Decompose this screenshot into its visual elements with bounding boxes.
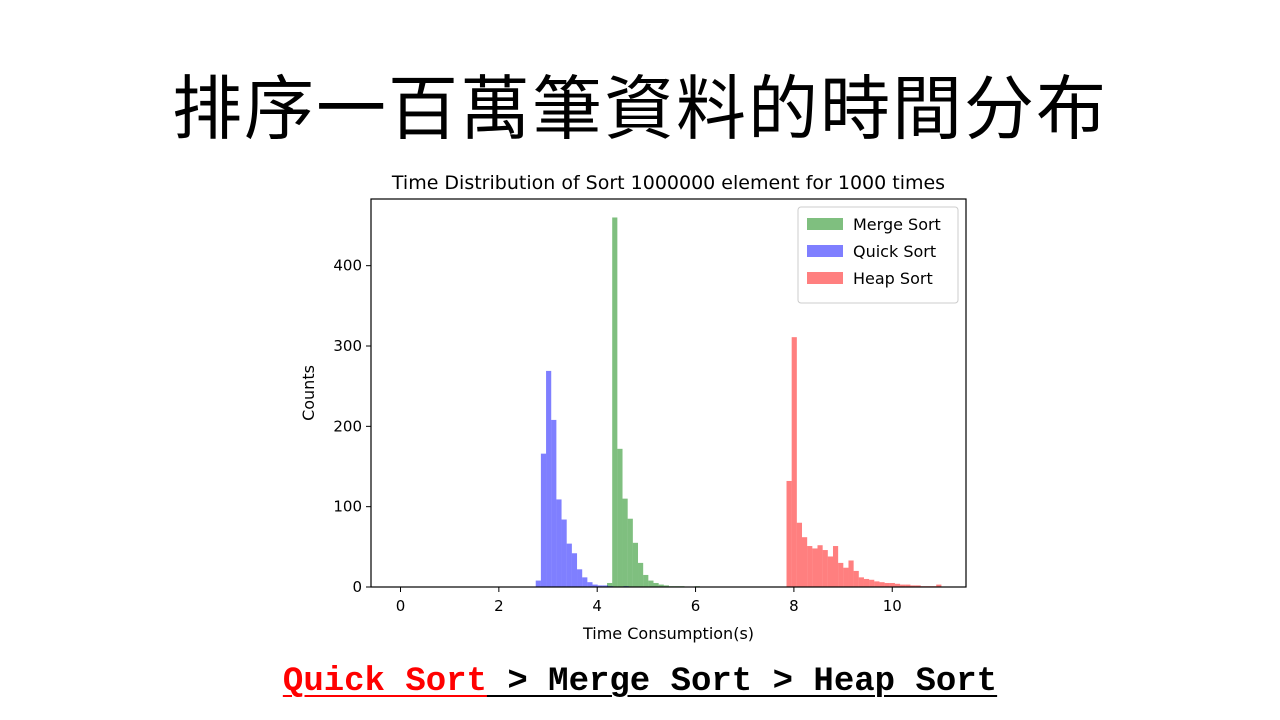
bar-heap-sort xyxy=(905,584,911,587)
bar-heap-sort xyxy=(936,584,942,587)
bar-merge-sort xyxy=(658,584,664,587)
bar-quick-sort xyxy=(602,585,609,587)
bar-quick-sort xyxy=(571,553,578,587)
bar-quick-sort xyxy=(592,584,598,587)
x-tick-label: 0 xyxy=(396,597,406,615)
bar-heap-sort xyxy=(910,585,916,587)
legend-label: Merge Sort xyxy=(853,215,941,234)
y-tick-label: 100 xyxy=(333,498,362,516)
bar-heap-sort xyxy=(802,537,808,587)
y-axis-label: Counts xyxy=(299,365,318,421)
y-tick-label: 300 xyxy=(333,337,362,355)
bar-heap-sort xyxy=(894,583,901,587)
bar-quick-sort xyxy=(561,519,567,587)
x-tick-label: 8 xyxy=(789,597,799,615)
bar-heap-sort xyxy=(853,570,859,587)
bar-heap-sort xyxy=(863,578,870,587)
ranking-line: Quick Sort > Merge Sort > Heap Sort xyxy=(283,663,997,701)
x-tick-label: 2 xyxy=(494,597,504,615)
bar-heap-sort xyxy=(807,546,813,587)
bar-quick-sort xyxy=(556,499,562,587)
x-tick-label: 10 xyxy=(883,597,902,615)
bar-heap-sort xyxy=(879,582,885,587)
bar-heap-sort xyxy=(832,546,839,587)
bar-heap-sort xyxy=(791,337,797,587)
bar-quick-sort xyxy=(566,543,572,587)
bar-quick-sort xyxy=(582,577,588,587)
x-axis-label: Time Consumption(s) xyxy=(582,624,754,643)
bar-quick-sort xyxy=(546,370,552,587)
x-tick-label: 6 xyxy=(691,597,701,615)
bar-heap-sort xyxy=(884,582,890,587)
bar-heap-sort xyxy=(827,556,833,587)
bar-heap-sort xyxy=(796,522,803,587)
y-tick-label: 400 xyxy=(333,257,362,275)
legend-swatch xyxy=(807,218,843,230)
bar-heap-sort xyxy=(915,585,921,587)
bar-heap-sort xyxy=(812,548,818,587)
bar-heap-sort xyxy=(817,545,823,587)
slide-title: 排序一百萬筆資料的時間分布 xyxy=(172,68,1108,150)
bar-quick-sort xyxy=(597,585,603,587)
bar-heap-sort xyxy=(858,577,864,587)
bar-merge-sort xyxy=(607,582,613,587)
chart-title: Time Distribution of Sort 1000000 elemen… xyxy=(391,172,945,194)
bar-heap-sort xyxy=(874,581,880,587)
y-tick-label: 0 xyxy=(352,578,362,596)
legend-swatch xyxy=(807,272,843,284)
ranking-fastest: Quick Sort xyxy=(282,663,487,701)
bar-heap-sort xyxy=(889,582,895,587)
bar-heap-sort xyxy=(848,560,854,587)
histogram-chart: Time Distribution of Sort 1000000 elemen… xyxy=(299,172,967,643)
bar-heap-sort xyxy=(843,567,849,587)
legend-label: Quick Sort xyxy=(853,242,936,261)
x-tick-label: 4 xyxy=(592,597,602,615)
bar-merge-sort xyxy=(653,582,659,587)
bar-heap-sort xyxy=(900,584,906,587)
bar-heap-sort xyxy=(822,550,828,587)
bar-quick-sort xyxy=(535,580,541,587)
ranking-rest: > Merge Sort > Heap Sort xyxy=(486,663,998,701)
legend-label: Heap Sort xyxy=(853,269,933,288)
legend-swatch xyxy=(807,245,843,257)
bar-merge-sort xyxy=(617,448,623,587)
bar-merge-sort xyxy=(612,217,618,587)
bar-quick-sort xyxy=(551,419,557,587)
bar-heap-sort xyxy=(838,562,844,587)
bar-merge-sort xyxy=(632,542,639,587)
bar-heap-sort xyxy=(786,480,792,587)
bar-quick-sort xyxy=(577,569,583,587)
bar-merge-sort xyxy=(627,518,633,587)
bar-merge-sort xyxy=(663,585,669,587)
sort-ranking: Quick Sort > Merge Sort > Heap Sort xyxy=(0,660,1280,704)
bar-merge-sort xyxy=(638,562,644,587)
bar-quick-sort xyxy=(540,453,547,587)
bar-merge-sort xyxy=(622,498,628,587)
bar-merge-sort xyxy=(643,574,649,587)
y-tick-label: 200 xyxy=(333,417,362,435)
plot-frame xyxy=(370,198,967,588)
bar-heap-sort xyxy=(869,579,875,587)
bar-quick-sort xyxy=(587,582,593,587)
bar-merge-sort xyxy=(648,580,654,587)
